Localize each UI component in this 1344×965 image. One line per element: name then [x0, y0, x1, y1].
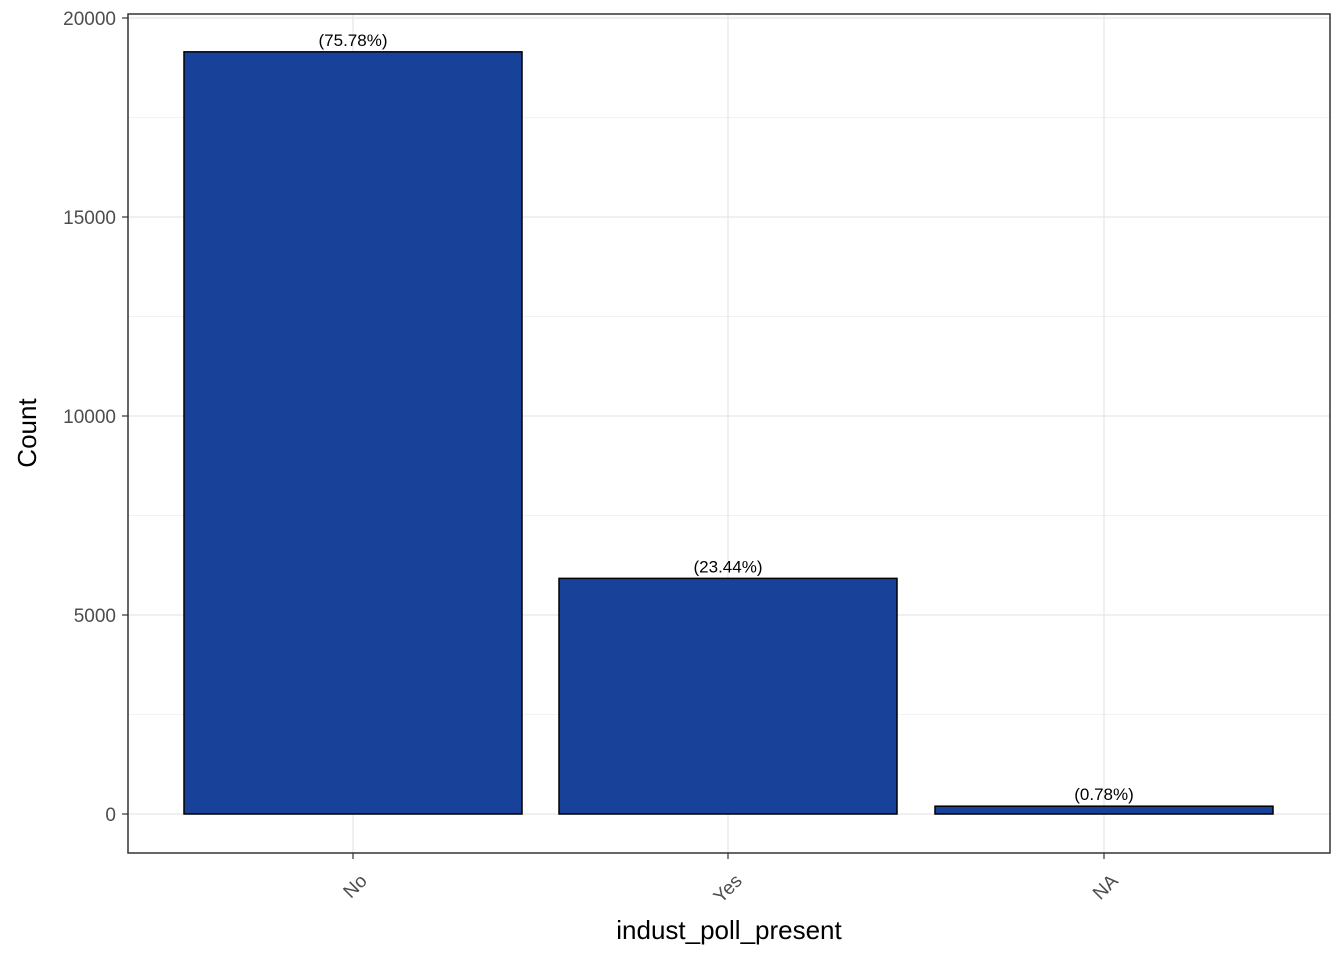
x-axis-title: indust_poll_present — [616, 915, 842, 945]
plot-panel-border — [127, 13, 1331, 854]
bar-na — [934, 805, 1274, 815]
data-label-yes: (23.44%) — [694, 557, 763, 576]
bar-no — [183, 51, 523, 815]
data-label-no: (75.78%) — [319, 31, 388, 50]
data-label-na: (0.78%) — [1074, 785, 1134, 804]
bar-yes — [558, 577, 898, 815]
y-tick-label: 0 — [105, 805, 116, 826]
y-tick-label: 10000 — [63, 407, 116, 428]
y-tick-label: 15000 — [63, 208, 116, 229]
y-tick-label: 20000 — [63, 9, 116, 30]
bar-data-labels: (75.78%) (23.44%) (0.78%) — [319, 31, 1134, 804]
bars — [183, 51, 1274, 815]
y-tick-label: 5000 — [74, 606, 116, 627]
y-axis: 0 5000 10000 15000 20000 — [63, 9, 128, 826]
y-axis-title: Count — [12, 398, 42, 468]
